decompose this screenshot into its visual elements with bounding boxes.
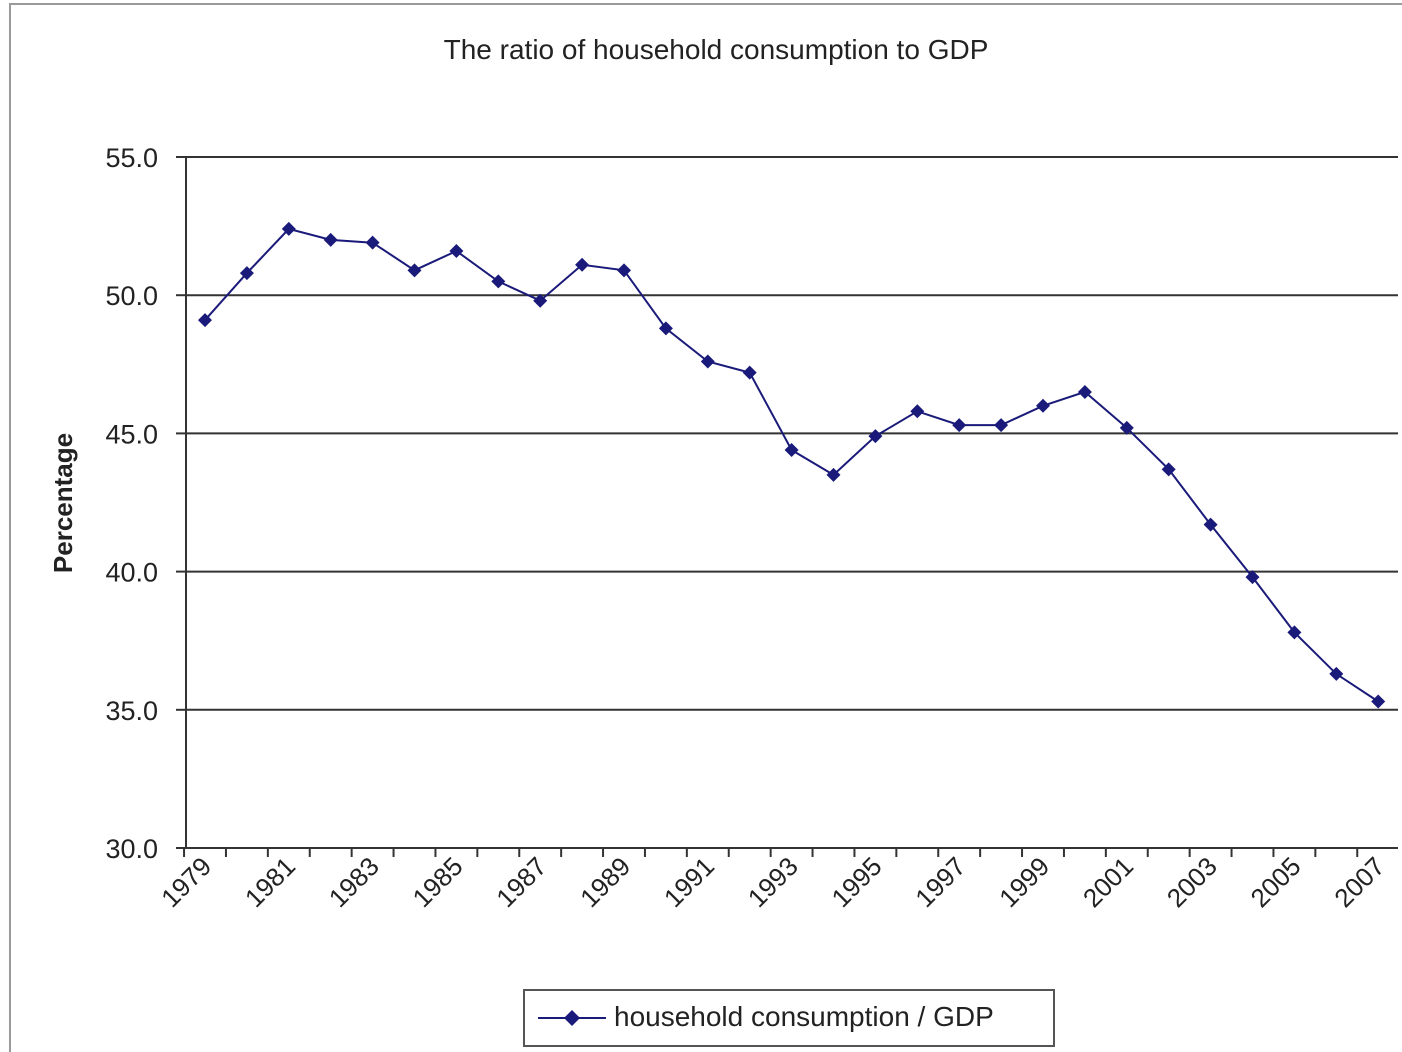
chart-border [9,3,1402,1052]
x-tick-label: 1989 [574,851,636,913]
x-tick-label: 1991 [658,851,720,913]
data-point [1329,666,1344,681]
data-point [658,321,673,336]
x-tick-label: 1981 [239,851,301,913]
y-axis-label: Percentage [48,433,78,573]
data-point [491,274,506,289]
y-tick-labels: 30.0 35.0 40.0 45.0 50.0 55.0 [105,143,158,864]
x-tick-label: 1987 [490,851,552,913]
x-tick-label: 1993 [742,851,804,913]
data-point [575,257,590,272]
data-point [1287,625,1302,640]
legend-label: household consumption / GDP [614,1001,994,1032]
y-tick-label: 35.0 [105,696,158,726]
data-point [700,354,715,369]
data-point [1371,694,1386,709]
data-point [994,418,1009,433]
data-point [323,232,338,247]
legend-swatch-marker [564,1010,580,1026]
data-point [1161,462,1176,477]
data-point [910,404,925,419]
legend-box [523,989,1055,1047]
x-tick-label: 2001 [1077,851,1139,913]
data-point [1245,570,1260,585]
data-point [826,467,841,482]
legend: household consumption / GDP [523,989,1055,1047]
chart-title: The ratio of household consumption to GD… [444,34,989,65]
data-point [742,365,757,380]
y-tick-label: 30.0 [105,834,158,864]
series [198,221,1386,709]
data-point [1077,384,1092,399]
x-tick-label: 1995 [826,851,888,913]
data-point [281,221,296,236]
data-point [617,263,631,278]
data-point [365,235,380,250]
y-tick-label: 40.0 [105,558,158,588]
x-tick-label: 1997 [909,851,971,913]
data-point [868,429,883,444]
x-tick-label: 1999 [993,851,1055,913]
y-tick-label: 55.0 [105,143,158,173]
data-point [533,293,548,308]
y-tick-label: 50.0 [105,281,158,311]
x-tick-label: 2007 [1328,851,1390,913]
data-point [1203,517,1218,532]
x-tick-label: 2003 [1161,851,1223,913]
data-point [1036,398,1050,413]
x-tick-label: 1983 [323,851,385,913]
data-point [449,243,464,258]
y-tick-label: 45.0 [105,419,158,449]
x-tick-label: 1979 [155,851,217,913]
data-point [239,266,254,281]
data-point [407,263,422,278]
data-point [198,313,212,328]
data-point [1119,420,1134,435]
x-tick-label: 2005 [1245,851,1307,913]
data-point [952,418,967,433]
series-line [204,227,1379,703]
gridlines [186,156,1398,711]
x-tick-labels: 1979 1981 1983 1985 1987 1989 1991 1993 1995 1997… [155,851,1390,913]
data-point [784,442,799,457]
axes [176,156,1398,857]
x-tick-label: 1985 [407,851,469,913]
